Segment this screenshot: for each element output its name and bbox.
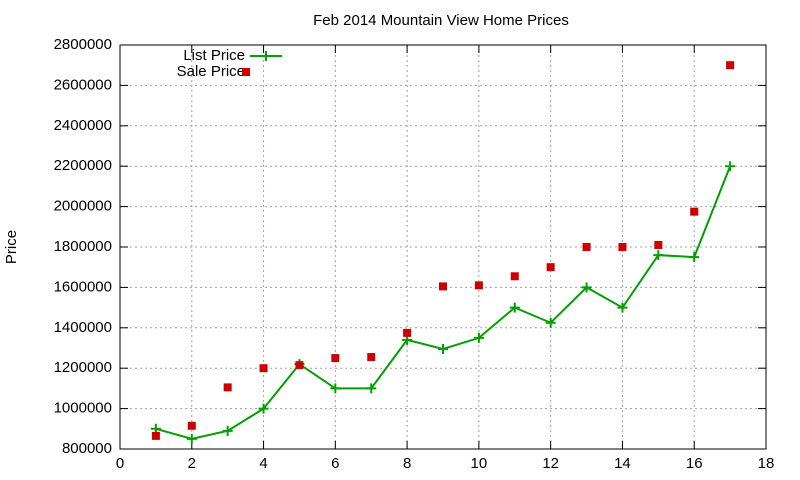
plot-frame [119, 44, 767, 450]
y-tick-label: 800000 [62, 440, 112, 457]
x-tick-label: 8 [403, 455, 411, 472]
point [617, 302, 628, 313]
x-tick-label: 18 [758, 455, 775, 472]
point [546, 263, 555, 272]
y-axis-label: Price [3, 230, 20, 264]
y-tick-label: 2000000 [54, 198, 112, 215]
point [438, 344, 448, 355]
point [582, 243, 591, 251]
x-tick-label: 16 [686, 455, 703, 472]
x-tick-label: 14 [614, 455, 631, 472]
point [726, 61, 735, 70]
point [187, 421, 196, 430]
point [222, 425, 233, 436]
point [509, 302, 520, 313]
point [223, 383, 232, 392]
legend-label: Sale Price [177, 63, 245, 80]
point [439, 282, 447, 291]
x-tick-label: 12 [542, 455, 559, 472]
x-tick-label: 2 [188, 455, 196, 472]
chart-title: Feb 2014 Mountain View Home Prices [313, 12, 569, 29]
point [186, 433, 197, 444]
y-tick-label: 2200000 [54, 157, 112, 174]
y-tick-label: 2400000 [54, 117, 112, 134]
point [653, 250, 664, 261]
y-tick-label: 1400000 [54, 319, 112, 336]
point [473, 332, 484, 343]
point [331, 354, 340, 363]
point [725, 161, 736, 172]
legend-swatch [261, 51, 271, 61]
x-tick-label: 4 [259, 455, 267, 472]
point [151, 431, 160, 440]
point [618, 243, 627, 251]
point [545, 317, 556, 328]
point [581, 282, 592, 293]
legend-swatch [242, 68, 250, 76]
y-tick-label: 1200000 [54, 359, 112, 376]
y-tick-label: 2800000 [54, 36, 112, 53]
x-tick-label: 0 [116, 455, 124, 472]
y-tick-label: 1600000 [54, 278, 112, 295]
point [403, 328, 412, 337]
point [367, 353, 376, 362]
y-tick-label: 1000000 [54, 400, 112, 417]
point [689, 252, 700, 263]
point [474, 281, 483, 290]
point [295, 361, 304, 370]
y-tick-label: 2600000 [54, 76, 112, 93]
point [510, 272, 519, 281]
point [690, 207, 699, 216]
point [330, 383, 341, 394]
y-tick-label: 1800000 [54, 238, 112, 255]
x-tick-label: 6 [331, 455, 339, 472]
point [366, 383, 377, 394]
point [654, 240, 663, 249]
legend-label: List Price [183, 47, 245, 64]
point [259, 364, 268, 373]
point [258, 403, 269, 414]
line-series [155, 165, 732, 440]
x-tick-label: 10 [471, 455, 488, 472]
